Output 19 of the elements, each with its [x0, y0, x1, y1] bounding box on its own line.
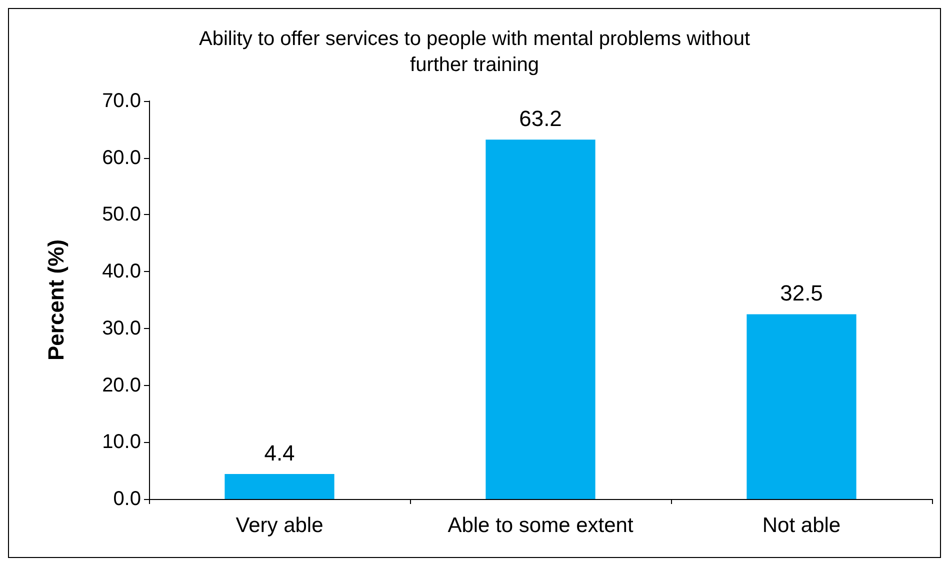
data-label: 4.4 [264, 440, 295, 466]
x-tick-label: Able to some extent [448, 514, 634, 537]
y-tick-label: 70.0 [102, 90, 141, 112]
bar [486, 140, 596, 499]
data-label: 63.2 [519, 106, 562, 132]
x-tick-label: Very able [236, 514, 324, 537]
y-tick-label: 40.0 [102, 260, 141, 283]
bar [224, 474, 334, 499]
y-tick-label: 60.0 [102, 146, 141, 169]
y-tick-label: 30.0 [102, 317, 141, 340]
x-tick-label: Not able [762, 514, 841, 537]
y-tick-label: 10.0 [102, 431, 141, 454]
chart-title: Ability to offer services to people with mental problems without further training [198, 28, 750, 76]
y-tick-label: 20.0 [102, 374, 141, 396]
data-label: 32.5 [780, 280, 823, 306]
y-axis-title: Percent (%) [44, 239, 68, 361]
y-tick-label: 0.0 [113, 488, 141, 510]
y-tick-label: 50.0 [102, 204, 141, 226]
bar [746, 314, 856, 499]
